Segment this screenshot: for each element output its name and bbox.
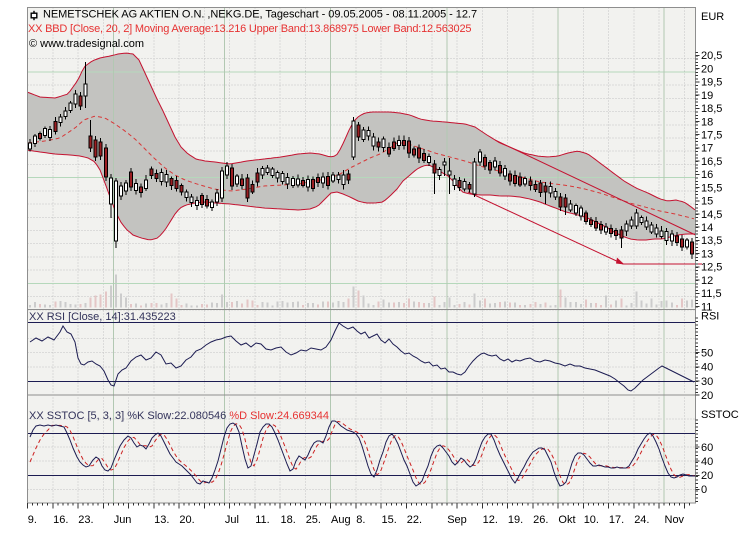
- svg-text:16.: 16.: [53, 514, 68, 526]
- svg-text:40: 40: [701, 362, 713, 374]
- svg-text:12: 12: [701, 275, 713, 287]
- svg-text:Sep: Sep: [447, 514, 467, 526]
- svg-text:16,5: 16,5: [701, 156, 722, 168]
- svg-text:Jul: Jul: [225, 514, 239, 526]
- svg-text:Nov: Nov: [665, 514, 685, 526]
- svg-text:19.: 19.: [508, 514, 523, 526]
- svg-text:20: 20: [701, 63, 713, 75]
- svg-text:11.: 11.: [255, 514, 269, 526]
- svg-text:11,5: 11,5: [701, 288, 722, 300]
- svg-text:Aug: Aug: [331, 514, 351, 526]
- svg-text:XX SSTOC [5, 3, 3] %K Slow:22.: XX SSTOC [5, 3, 3] %K Slow:22.080546 %D …: [29, 410, 329, 422]
- svg-text:12,5: 12,5: [701, 262, 722, 274]
- svg-text:14: 14: [701, 222, 713, 234]
- svg-text:11: 11: [701, 301, 712, 313]
- svg-text:60: 60: [701, 442, 713, 454]
- svg-text:15: 15: [701, 196, 713, 208]
- svg-text:NEMETSCHEK AG AKTIEN O.N. ,NEK: NEMETSCHEK AG AKTIEN O.N. ,NEKG.DE, Tage…: [43, 9, 477, 21]
- svg-text:14,5: 14,5: [701, 209, 722, 221]
- svg-text:15,5: 15,5: [701, 182, 722, 194]
- svg-text:© www.tradesignal.com: © www.tradesignal.com: [29, 38, 144, 50]
- svg-text:12.: 12.: [483, 514, 498, 526]
- svg-text:17: 17: [701, 143, 713, 155]
- svg-text:19,5: 19,5: [701, 77, 722, 89]
- svg-text:16: 16: [701, 169, 713, 181]
- svg-text:Okt: Okt: [558, 514, 575, 526]
- svg-text:17,5: 17,5: [701, 130, 722, 142]
- svg-text:23.: 23.: [78, 514, 93, 526]
- svg-text:13,5: 13,5: [701, 235, 722, 247]
- svg-text:22.: 22.: [407, 514, 422, 526]
- svg-text:17.: 17.: [609, 514, 624, 526]
- svg-text:0: 0: [701, 484, 707, 496]
- svg-text:Jun: Jun: [114, 514, 132, 526]
- svg-text:18,5: 18,5: [701, 103, 722, 115]
- svg-text:40: 40: [701, 456, 713, 468]
- svg-text:EUR: EUR: [701, 11, 724, 23]
- svg-text:9.: 9.: [28, 514, 37, 526]
- svg-text:24.: 24.: [634, 514, 649, 526]
- svg-text:13.: 13.: [154, 514, 169, 526]
- svg-text:RSI: RSI: [701, 311, 719, 323]
- svg-text:XX RSI [Close, 14]:31.435223: XX RSI [Close, 14]:31.435223: [29, 311, 176, 323]
- svg-text:XX BBD [Close, 20, 2] Moving A: XX BBD [Close, 20, 2] Moving Average:13.…: [28, 23, 471, 35]
- svg-text:18.: 18.: [281, 514, 296, 526]
- svg-text:8.: 8.: [356, 514, 365, 526]
- svg-text:20: 20: [701, 390, 713, 402]
- svg-text:20,5: 20,5: [701, 50, 722, 62]
- svg-text:15.: 15.: [382, 514, 397, 526]
- svg-text:25.: 25.: [306, 514, 321, 526]
- svg-text:19: 19: [701, 90, 713, 102]
- svg-text:30: 30: [701, 376, 713, 388]
- svg-text:20: 20: [701, 470, 713, 482]
- svg-text:20.: 20.: [179, 514, 194, 526]
- svg-text:50: 50: [701, 348, 713, 360]
- svg-text:26.: 26.: [533, 514, 548, 526]
- svg-text:18: 18: [701, 116, 713, 128]
- svg-text:13: 13: [701, 248, 713, 260]
- svg-text:10.: 10.: [584, 514, 599, 526]
- svg-text:SSTOC: SSTOC: [701, 409, 739, 421]
